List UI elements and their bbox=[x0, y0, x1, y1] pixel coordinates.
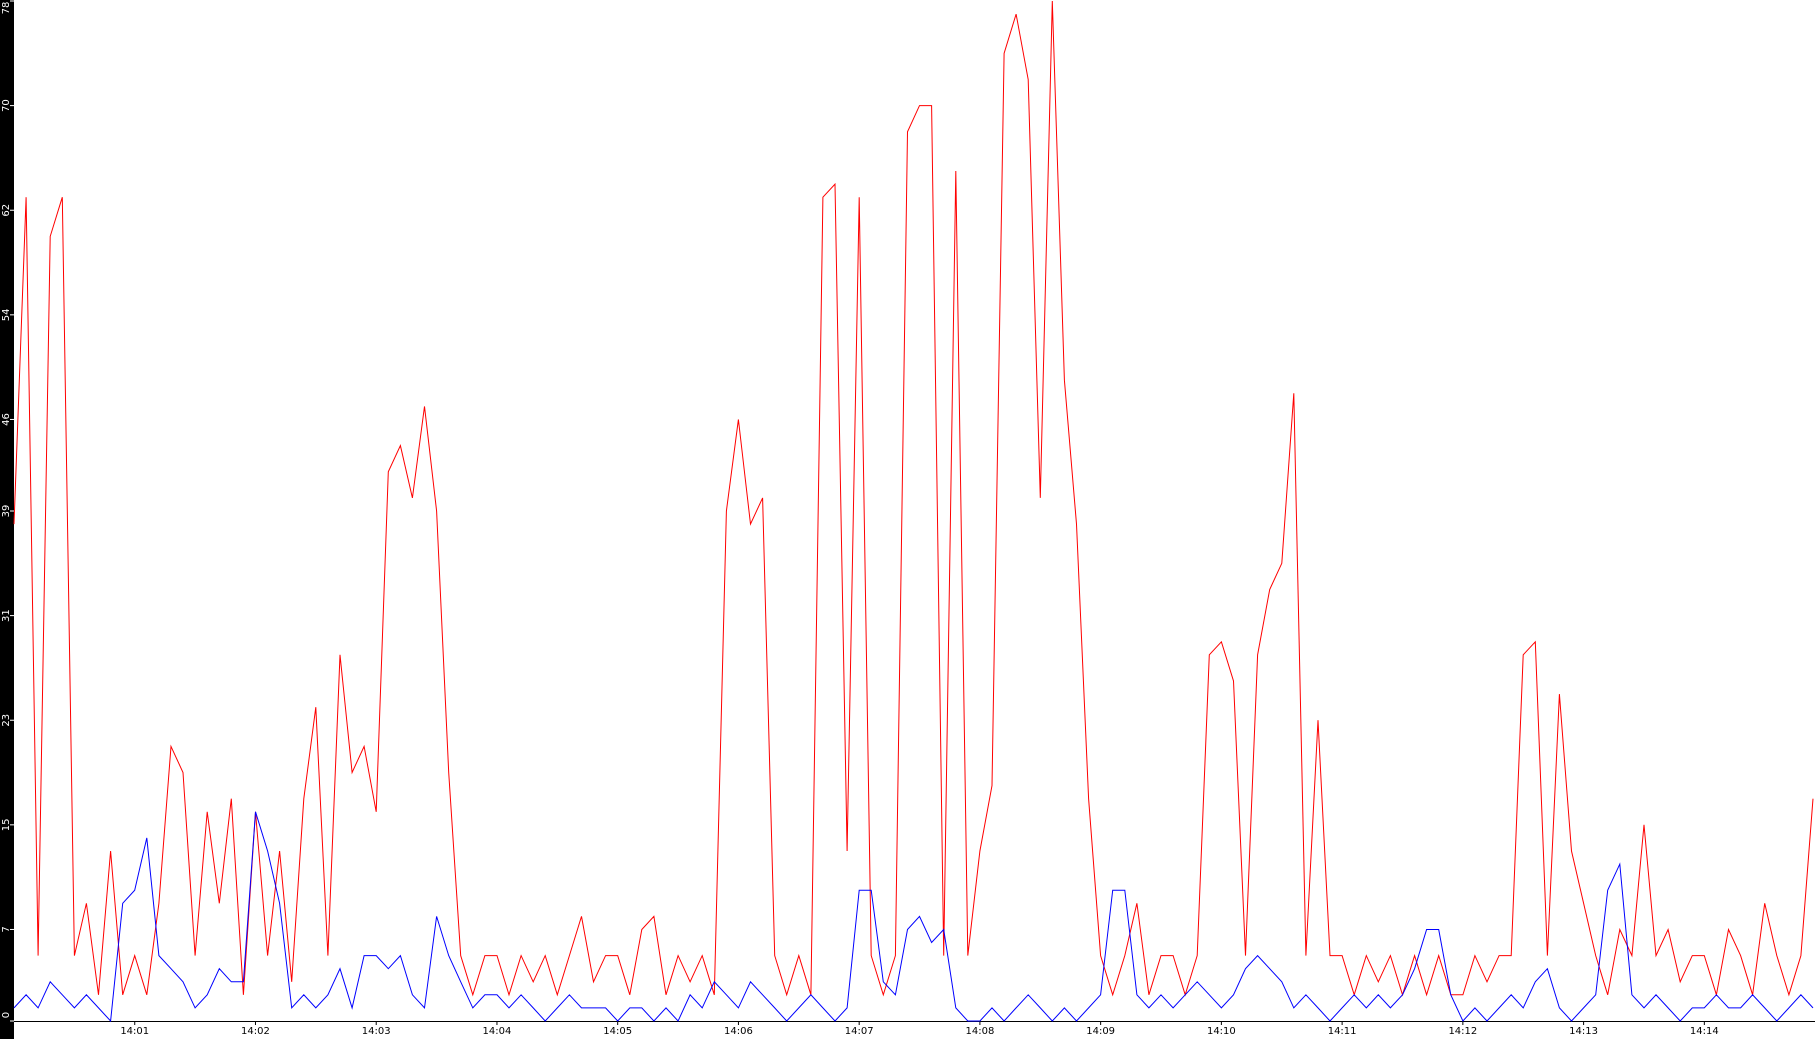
y-tick-label: 54 bbox=[1, 308, 12, 321]
x-tick-label: 14:09 bbox=[1086, 1026, 1115, 1037]
x-tick-label: 14:12 bbox=[1448, 1026, 1477, 1037]
x-tick-label: 14:13 bbox=[1569, 1026, 1598, 1037]
x-tick-label: 14:06 bbox=[724, 1026, 753, 1037]
x-tick-label: 14:05 bbox=[603, 1026, 632, 1037]
series-line bbox=[13, 811, 1814, 1023]
y-tick-label: 70 bbox=[1, 99, 12, 112]
x-tick-label: 14:03 bbox=[362, 1026, 391, 1037]
y-tick-label: 23 bbox=[1, 714, 12, 727]
x-tick-label: 14:07 bbox=[845, 1026, 874, 1037]
y-tick-label: 46 bbox=[1, 413, 12, 426]
series-line bbox=[13, 0, 1814, 997]
y-tick-label: 15 bbox=[1, 818, 12, 831]
y-tick-label: 31 bbox=[1, 609, 12, 622]
x-tick-label: 14:08 bbox=[965, 1026, 994, 1037]
y-axis-strip bbox=[0, 0, 14, 1039]
x-tick-label: 14:04 bbox=[483, 1026, 512, 1037]
y-tick-label: 7 bbox=[1, 926, 12, 932]
x-tick-label: 14:02 bbox=[241, 1026, 270, 1037]
y-tick-label: 78 bbox=[1, 2, 12, 15]
x-tick-label: 14:01 bbox=[120, 1026, 149, 1037]
y-tick-label: 39 bbox=[1, 505, 12, 518]
x-tick-label: 14:10 bbox=[1207, 1026, 1236, 1037]
y-tick-label: 62 bbox=[1, 204, 12, 217]
x-tick-label: 14:14 bbox=[1690, 1026, 1719, 1037]
y-tick-label: 0 bbox=[1, 1012, 12, 1018]
x-tick-label: 14:11 bbox=[1328, 1026, 1357, 1037]
